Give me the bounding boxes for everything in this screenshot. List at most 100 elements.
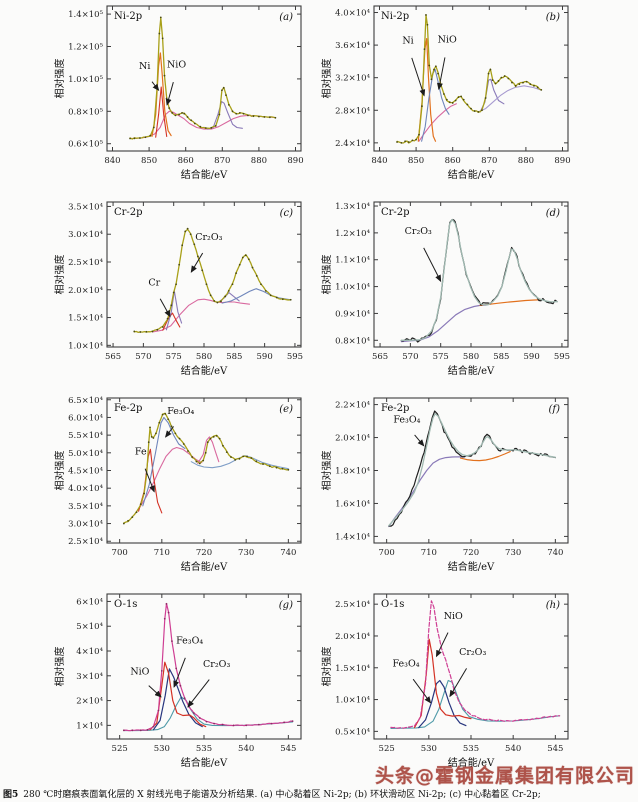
svg-text:575: 575 [433,352,449,362]
svg-text:3.0×10⁴: 3.0×10⁴ [68,520,103,530]
svg-text:720: 720 [463,548,479,558]
svg-text:相对强度: 相对强度 [53,451,66,491]
svg-text:相对强度: 相对强度 [53,255,66,295]
svg-text:相对强度: 相对强度 [320,59,333,99]
svg-text:0.6×10⁵: 0.6×10⁵ [68,140,103,150]
svg-text:NiO: NiO [438,35,457,46]
svg-text:相对强度: 相对强度 [320,647,333,687]
svg-text:1.0×10⁵: 1.0×10⁵ [68,75,103,85]
svg-text:2.4×10⁴: 2.4×10⁴ [335,139,370,149]
svg-text:595: 595 [554,352,570,362]
svg-text:6.0×10⁴: 6.0×10⁴ [68,413,103,423]
svg-text:Fe₃O₄: Fe₃O₄ [393,415,420,426]
svg-text:相对强度: 相对强度 [53,59,66,99]
svg-text:结合能/eV: 结合能/eV [448,168,495,181]
svg-text:595: 595 [287,352,303,362]
svg-text:3.6×10⁴: 3.6×10⁴ [335,41,370,51]
svg-text:Cr₂O₃: Cr₂O₃ [195,232,222,243]
svg-text:730: 730 [238,548,254,558]
svg-text:6.5×10⁴: 6.5×10⁴ [68,396,103,406]
xps-figure: 840 850 860 870 880 890 0.6×10⁵ 0.8×10⁵ 1.0×10⁵ 1… [3,5,634,800]
svg-text:590: 590 [524,352,540,362]
svg-text:535: 535 [463,744,479,754]
svg-text:Fe₃O₄: Fe₃O₄ [392,659,419,670]
svg-text:1.6×10⁴: 1.6×10⁴ [335,499,370,509]
figure-caption-label: 图5 [3,790,19,800]
svg-text:840: 840 [371,156,387,166]
svg-text:575: 575 [166,352,182,362]
svg-text:2×10⁴: 2×10⁴ [76,697,103,707]
svg-text:585: 585 [226,352,242,362]
svg-text:570: 570 [402,352,418,362]
svg-text:3×10⁴: 3×10⁴ [76,672,103,682]
figure-caption-text: 280 ℃时磨痕表面氧化层的 X 射线光电子能谱及分析结果. (a) 中心黏着区… [23,790,541,800]
svg-text:585: 585 [493,352,509,362]
svg-text:6×10⁴: 6×10⁴ [76,597,103,607]
panel-b-chart: 840 850 860 870 880 890 2.4×10⁴ 2.8×10⁴ 3.2×10⁴ 3… [320,5,571,181]
svg-text:710: 710 [421,548,437,558]
svg-text:结合能/eV: 结合能/eV [181,168,228,181]
svg-text:相对强度: 相对强度 [320,451,333,491]
svg-text:Cr₂O₃: Cr₂O₃ [459,647,486,658]
svg-text:890: 890 [287,156,303,166]
panel-g-chart: 525 530 535 540 545 1×10⁴ 2×10⁴ 3×10⁴ 4×10⁴ 5×10⁴… [53,593,302,769]
svg-text:(a): (a) [279,12,293,23]
svg-text:2.5×10⁴: 2.5×10⁴ [68,258,103,268]
svg-text:1.4×10⁴: 1.4×10⁴ [335,532,370,542]
svg-text:3.0×10⁴: 3.0×10⁴ [68,230,103,240]
svg-text:Cr: Cr [148,277,160,288]
svg-text:2.2×10⁴: 2.2×10⁴ [335,401,370,411]
svg-text:890: 890 [554,156,570,166]
svg-text:740: 740 [280,548,296,558]
svg-text:530: 530 [421,744,437,754]
svg-text:870: 870 [481,156,497,166]
svg-text:840: 840 [104,156,120,166]
svg-text:结合能/eV: 结合能/eV [448,364,495,377]
svg-text:Cr-2p: Cr-2p [114,207,143,218]
svg-text:0.9×10⁴: 0.9×10⁴ [335,309,370,319]
svg-text:O-1s: O-1s [381,599,404,610]
svg-text:0.8×10⁴: 0.8×10⁴ [335,336,370,346]
svg-text:结合能/eV: 结合能/eV [181,364,228,377]
svg-text:相对强度: 相对强度 [320,255,333,295]
svg-text:Fe₃O₄: Fe₃O₄ [167,406,194,417]
svg-text:(f): (f) [548,404,560,415]
svg-text:2.5×10⁴: 2.5×10⁴ [335,600,370,610]
panel-c-chart: 565 570 575 580 585 590 595 1.0×10⁴ 1.5×10⁴ 2.0×1… [53,201,303,377]
svg-text:(d): (d) [546,208,560,219]
svg-text:1.8×10⁴: 1.8×10⁴ [335,467,370,477]
svg-text:4.0×10⁴: 4.0×10⁴ [335,9,370,19]
svg-text:(g): (g) [279,600,293,611]
svg-text:2.0×10⁴: 2.0×10⁴ [335,632,370,642]
svg-text:Cr-2p: Cr-2p [381,207,410,218]
svg-text:1.4×10⁵: 1.4×10⁵ [68,10,103,20]
svg-text:535: 535 [196,744,212,754]
svg-text:570: 570 [135,352,151,362]
svg-text:5.5×10⁴: 5.5×10⁴ [68,431,103,441]
svg-text:565: 565 [105,352,121,362]
panel-a-chart: 840 850 860 870 880 890 0.6×10⁵ 0.8×10⁵ 1.0×10⁵ 1… [53,5,304,181]
svg-text:1.0×10⁴: 1.0×10⁴ [68,341,103,351]
svg-text:1.2×10⁵: 1.2×10⁵ [68,43,103,53]
svg-text:0.8×10⁵: 0.8×10⁵ [68,107,103,117]
svg-text:880: 880 [518,156,534,166]
svg-text:5.0×10⁴: 5.0×10⁴ [68,449,103,459]
svg-text:540: 540 [238,744,254,754]
svg-text:700: 700 [379,548,395,558]
svg-text:525: 525 [379,744,395,754]
svg-text:545: 545 [547,744,563,754]
svg-text:NiO: NiO [167,60,186,71]
svg-text:1.0×10⁴: 1.0×10⁴ [335,696,370,706]
svg-text:590: 590 [257,352,273,362]
svg-text:580: 580 [196,352,212,362]
svg-text:Fe₃O₄: Fe₃O₄ [176,636,203,647]
svg-text:相对强度: 相对强度 [53,647,66,687]
svg-text:580: 580 [463,352,479,362]
svg-text:Ni-2p: Ni-2p [114,11,142,22]
svg-text:2.0×10⁴: 2.0×10⁴ [68,286,103,296]
figure-grid: 840 850 860 870 880 890 0.6×10⁵ 0.8×10⁵ 1.0×10⁵ 1… [53,5,571,769]
svg-text:4×10⁴: 4×10⁴ [76,647,103,657]
svg-text:O-1s: O-1s [114,599,137,610]
watermark: 头条@霍钢金属集团有限公司 [374,765,635,787]
svg-text:1.5×10⁴: 1.5×10⁴ [335,664,370,674]
